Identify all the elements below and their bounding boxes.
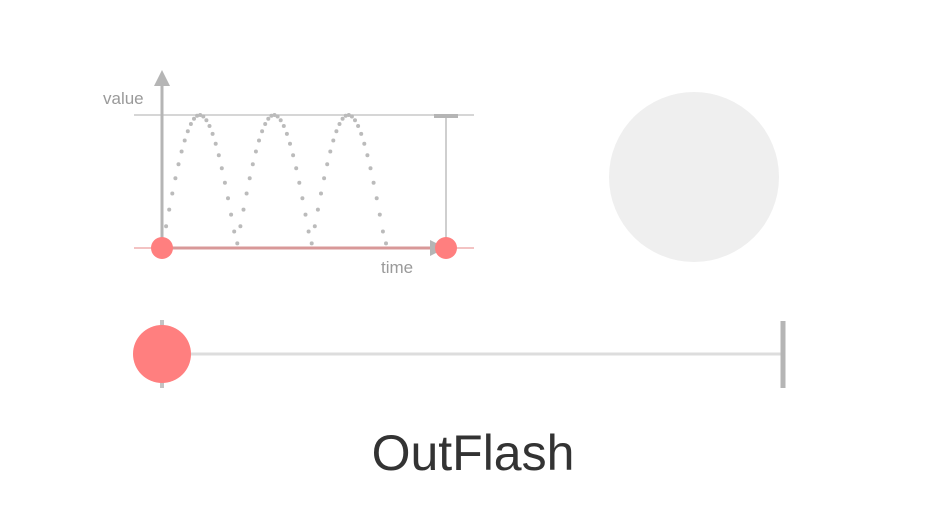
curve-dot	[216, 153, 221, 158]
curve-dot	[319, 191, 323, 196]
curve-dot	[253, 149, 258, 154]
curve-dot	[219, 166, 224, 171]
curve-dot	[303, 212, 308, 217]
curve-dot	[278, 118, 283, 123]
curve-dot	[315, 207, 320, 212]
curve-dot	[374, 196, 379, 201]
curve-dot	[167, 207, 172, 212]
curve-dot	[349, 114, 354, 119]
curve-dot	[188, 122, 193, 126]
curve-dot	[322, 176, 327, 181]
curve-dot	[365, 153, 370, 158]
curve-dot	[222, 180, 227, 185]
curve-dot	[173, 176, 178, 181]
curve-dot	[272, 113, 277, 117]
progress-knob[interactable]	[133, 325, 191, 383]
curve-dot	[384, 241, 388, 246]
curve-dot	[340, 116, 345, 121]
curve-dot	[297, 180, 302, 185]
curve-dot	[275, 114, 280, 119]
curve-dot	[266, 116, 271, 121]
curve-dot	[377, 212, 382, 217]
preview-circle	[609, 92, 779, 262]
curve-dot	[198, 113, 203, 117]
curve-dot	[164, 224, 169, 229]
curve-dot	[325, 162, 330, 167]
curve-dot	[356, 124, 361, 128]
curve-dot	[353, 118, 357, 123]
curve-dot	[368, 166, 373, 171]
curve-dot	[182, 138, 187, 143]
curve-dot	[201, 114, 206, 119]
curve-dot	[343, 113, 348, 118]
curve-dot	[207, 124, 212, 128]
easing-curve	[161, 113, 388, 246]
curve-dot	[294, 166, 299, 171]
curve-dot	[170, 191, 175, 196]
curve-dot	[247, 176, 252, 181]
curve-dot	[176, 162, 181, 167]
curve-dot	[204, 118, 209, 123]
curve-dot	[328, 149, 333, 154]
curve-dot	[362, 141, 367, 146]
curve-dot	[306, 229, 311, 234]
curve-dot	[235, 241, 240, 246]
curve-dot	[260, 129, 265, 134]
curve-dot	[371, 180, 376, 185]
y-axis-label: value	[103, 89, 144, 108]
x-axis-label: time	[381, 258, 413, 277]
curve-start-marker	[151, 237, 173, 259]
curve-dot	[331, 138, 336, 143]
curve-dot	[380, 229, 385, 234]
progress-track	[133, 320, 786, 388]
curve-end-marker	[435, 237, 457, 259]
curve-dot	[312, 224, 317, 229]
curve-dot	[195, 113, 200, 118]
curve-dot	[185, 129, 190, 134]
curve-dot	[346, 113, 351, 117]
curve-dot	[210, 131, 215, 136]
easing-graph: value time	[103, 70, 474, 277]
curve-dot	[179, 149, 184, 154]
curve-dot	[226, 196, 230, 201]
curve-dot	[241, 207, 246, 212]
curve-dot	[229, 212, 234, 217]
curve-dot	[232, 229, 237, 234]
easing-name: OutFlash	[372, 425, 575, 481]
curve-dot	[284, 131, 289, 136]
curve-dot	[309, 241, 314, 246]
y-axis-arrow-icon	[154, 70, 170, 86]
curve-dot	[334, 129, 339, 134]
curve-dot	[213, 141, 218, 146]
curve-dot	[263, 122, 268, 126]
curve-dot	[359, 131, 364, 136]
curve-dot	[192, 116, 196, 121]
curve-dot	[238, 224, 243, 229]
curve-dot	[269, 113, 274, 118]
curve-dot	[250, 162, 255, 167]
curve-dot	[337, 122, 342, 126]
curve-dot	[300, 196, 305, 201]
curve-dot	[257, 138, 261, 143]
curve-dot	[288, 141, 292, 146]
curve-dot	[291, 153, 296, 158]
curve-dot	[244, 191, 249, 196]
curve-dot	[281, 124, 286, 128]
